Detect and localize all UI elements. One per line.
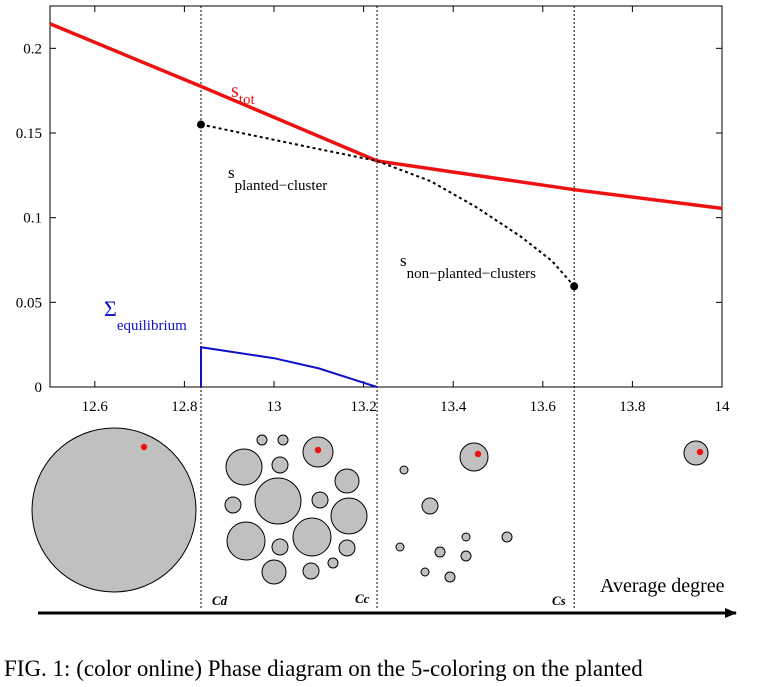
planted-cluster	[459, 442, 489, 472]
cluster	[271, 538, 289, 556]
x-tick-label: 13.8	[619, 399, 645, 415]
x-tick-label: 13.6	[530, 399, 557, 415]
series-sigma_equilibrium	[200, 346, 378, 388]
plot-frame	[49, 5, 723, 388]
x-tick-label: 13	[267, 399, 282, 415]
threshold-lines	[200, 6, 575, 608]
cluster	[271, 456, 289, 474]
cluster	[338, 539, 356, 557]
y-tick-label: 0.1	[23, 211, 42, 227]
giant-cluster	[31, 427, 197, 593]
cluster	[461, 532, 471, 542]
label-sigma_equilibrium: Σequilibrium	[104, 296, 187, 334]
cluster	[226, 521, 266, 561]
threshold-label-cd: Cd	[212, 593, 228, 608]
x-tick-label: 13.2	[350, 399, 376, 415]
label-s_non_planted_clusters: snon−planted−clusters	[400, 251, 536, 282]
y-tick-label: 0	[35, 380, 43, 396]
series-s_planted_cluster	[200, 123, 378, 162]
cluster	[334, 468, 360, 494]
cluster	[420, 567, 430, 577]
x-tick-label: 13.4	[440, 399, 467, 415]
clusters-region-2	[224, 434, 368, 585]
label-s_planted_cluster: splanted−cluster	[228, 163, 327, 194]
planted-point	[140, 443, 148, 451]
x-tick-label: 12.6	[82, 399, 109, 415]
cluster	[292, 517, 332, 557]
x-tick-label: 14	[715, 399, 731, 415]
cluster	[277, 434, 289, 446]
cluster	[434, 546, 446, 558]
series-group	[49, 22, 723, 388]
planted-point	[696, 448, 704, 456]
cluster	[421, 497, 439, 515]
average-degree-label: Average degree	[600, 575, 725, 597]
cluster	[327, 557, 339, 569]
planted-cluster	[683, 440, 709, 466]
cluster	[395, 542, 405, 552]
planted-point	[314, 446, 322, 454]
y-tick-label: 0.2	[23, 41, 42, 57]
cluster	[399, 465, 409, 475]
cluster-schematic: Average degree Cd Cc Cs	[31, 427, 737, 618]
x-tick-label: 12.8	[171, 399, 197, 415]
endpoint-marker	[570, 282, 579, 291]
y-tick-label: 0.05	[16, 295, 42, 311]
cluster	[254, 477, 302, 525]
cluster	[302, 562, 320, 580]
label-s_tot: stot	[231, 80, 255, 108]
endpoint-marker	[196, 120, 205, 129]
series-s_tot	[49, 22, 723, 211]
cluster	[311, 491, 329, 509]
clusters-region-3	[395, 442, 513, 583]
cluster	[330, 497, 368, 535]
plot-area: 12.6 12.8 13 13.2 13.4 13.6 13.8 14 0 0.05 0.1 0.15…	[16, 5, 730, 608]
cluster	[261, 559, 287, 585]
cluster	[444, 571, 456, 583]
figure-caption: FIG. 1: (color online) Phase diagram on …	[4, 656, 643, 681]
cluster	[501, 531, 513, 543]
planted-point	[474, 450, 482, 458]
threshold-label-cc: Cc	[355, 591, 370, 606]
cluster	[225, 448, 263, 486]
series-labels: stot splanted−cluster snon−planted−cluster…	[104, 80, 536, 334]
cluster	[256, 434, 268, 446]
cluster	[224, 496, 242, 514]
threshold-label-cs: Cs	[552, 593, 566, 608]
axis-ticks: 12.6 12.8 13 13.2 13.4 13.6 13.8 14 0 0.05 0.1 0.15…	[16, 6, 730, 415]
y-tick-label: 0.15	[16, 126, 42, 142]
cluster	[460, 550, 472, 562]
